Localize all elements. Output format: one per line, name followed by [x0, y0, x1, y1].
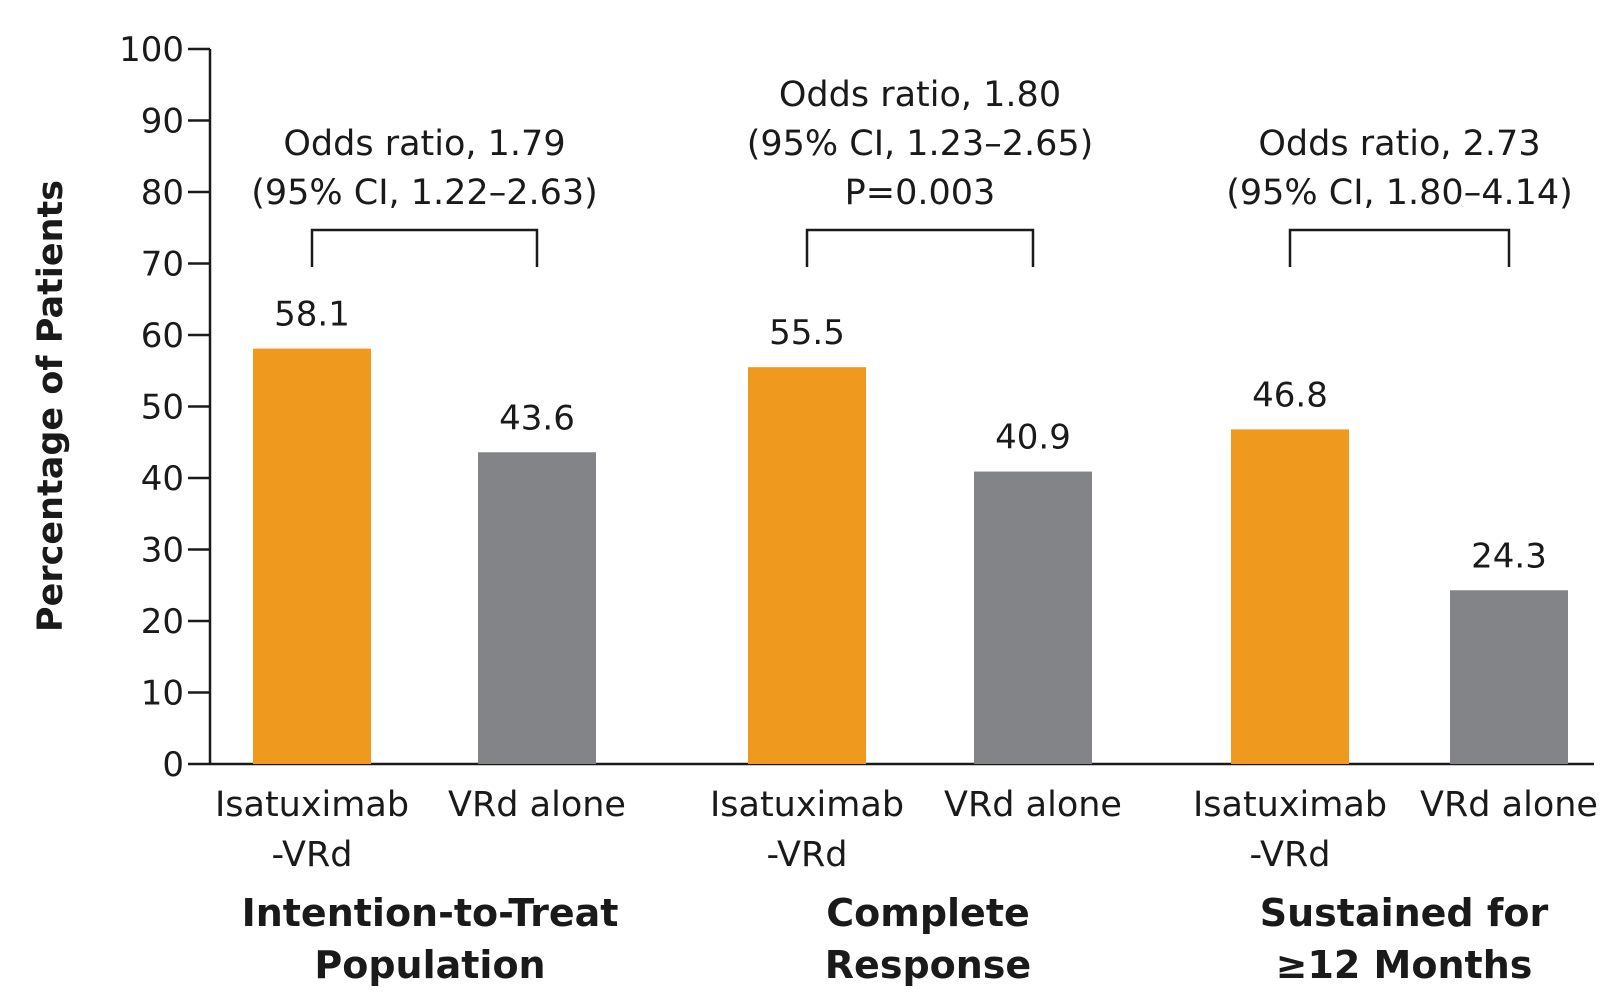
bar-vrd: [478, 452, 596, 764]
bar-vrd: [974, 471, 1092, 764]
odds-ratio-annotation: (95% CI, 1.22–2.63): [251, 173, 598, 213]
x-category-label: VRd alone: [944, 785, 1122, 825]
group-title: Intention-to-Treat: [242, 891, 619, 935]
y-tick-label: 60: [141, 316, 184, 356]
x-category-label: Isatuximab: [215, 785, 409, 825]
x-category-label: -VRd: [1249, 835, 1330, 875]
odds-ratio-annotation: Odds ratio, 2.73: [1258, 124, 1540, 164]
x-category-label: -VRd: [766, 835, 847, 875]
y-tick-label: 10: [141, 674, 184, 714]
bar-value-label: 46.8: [1252, 375, 1328, 415]
x-category-label: Isatuximab: [710, 785, 904, 825]
bar-value-label: 58.1: [274, 295, 350, 335]
y-axis-title: Percentage of Patients: [31, 180, 71, 632]
odds-ratio-annotation: (95% CI, 1.80–4.14): [1226, 173, 1573, 213]
bar-value-label: 43.6: [499, 398, 575, 438]
y-tick-label: 100: [119, 30, 184, 70]
bar-isatuximab: [748, 367, 866, 764]
bar-isatuximab: [1231, 429, 1349, 764]
bars: [253, 348, 1568, 764]
bar-value-label: 40.9: [995, 418, 1071, 458]
y-tick-label: 0: [162, 745, 184, 785]
bar-vrd: [1450, 590, 1568, 764]
group-title: Population: [314, 943, 545, 987]
y-tick-label: 90: [141, 102, 184, 142]
y-tick-label: 40: [141, 459, 184, 499]
group-title: Sustained for: [1260, 891, 1549, 935]
bar-isatuximab: [253, 348, 371, 764]
odds-ratio-annotation: Odds ratio, 1.79: [283, 124, 565, 164]
comparison-bracket: [1288, 228, 1511, 267]
y-tick-label: 80: [141, 173, 184, 213]
bar-value-label: 24.3: [1471, 536, 1547, 576]
y-tick-label: 20: [141, 602, 184, 642]
x-category-label: Isatuximab: [1193, 785, 1387, 825]
y-tick-label: 50: [141, 388, 184, 428]
odds-ratio-annotation: P=0.003: [845, 173, 996, 213]
labels: 58.1 Isatuximab -VRd 43.6 VRd alone Intention…: [215, 75, 1598, 987]
x-category-label: VRd alone: [1420, 785, 1598, 825]
y-tick-label: 30: [141, 531, 184, 571]
comparison-bracket: [310, 228, 539, 267]
odds-ratio-annotation: Odds ratio, 1.80: [779, 75, 1061, 115]
y-tick-label: 70: [141, 245, 184, 285]
group-title: ≥12 Months: [1276, 943, 1533, 987]
x-category-label: -VRd: [271, 835, 352, 875]
comparison-bracket: [805, 228, 1035, 267]
group-title: Complete: [826, 891, 1030, 935]
bar-value-label: 55.5: [769, 313, 845, 353]
odds-ratio-annotation: (95% CI, 1.23–2.65): [747, 124, 1094, 164]
group-title: Response: [825, 943, 1031, 987]
x-category-label: VRd alone: [448, 785, 626, 825]
y-axis: 0 10 20 30 40 50 60 70 80 90 100 Percentage of Pati…: [31, 30, 212, 785]
